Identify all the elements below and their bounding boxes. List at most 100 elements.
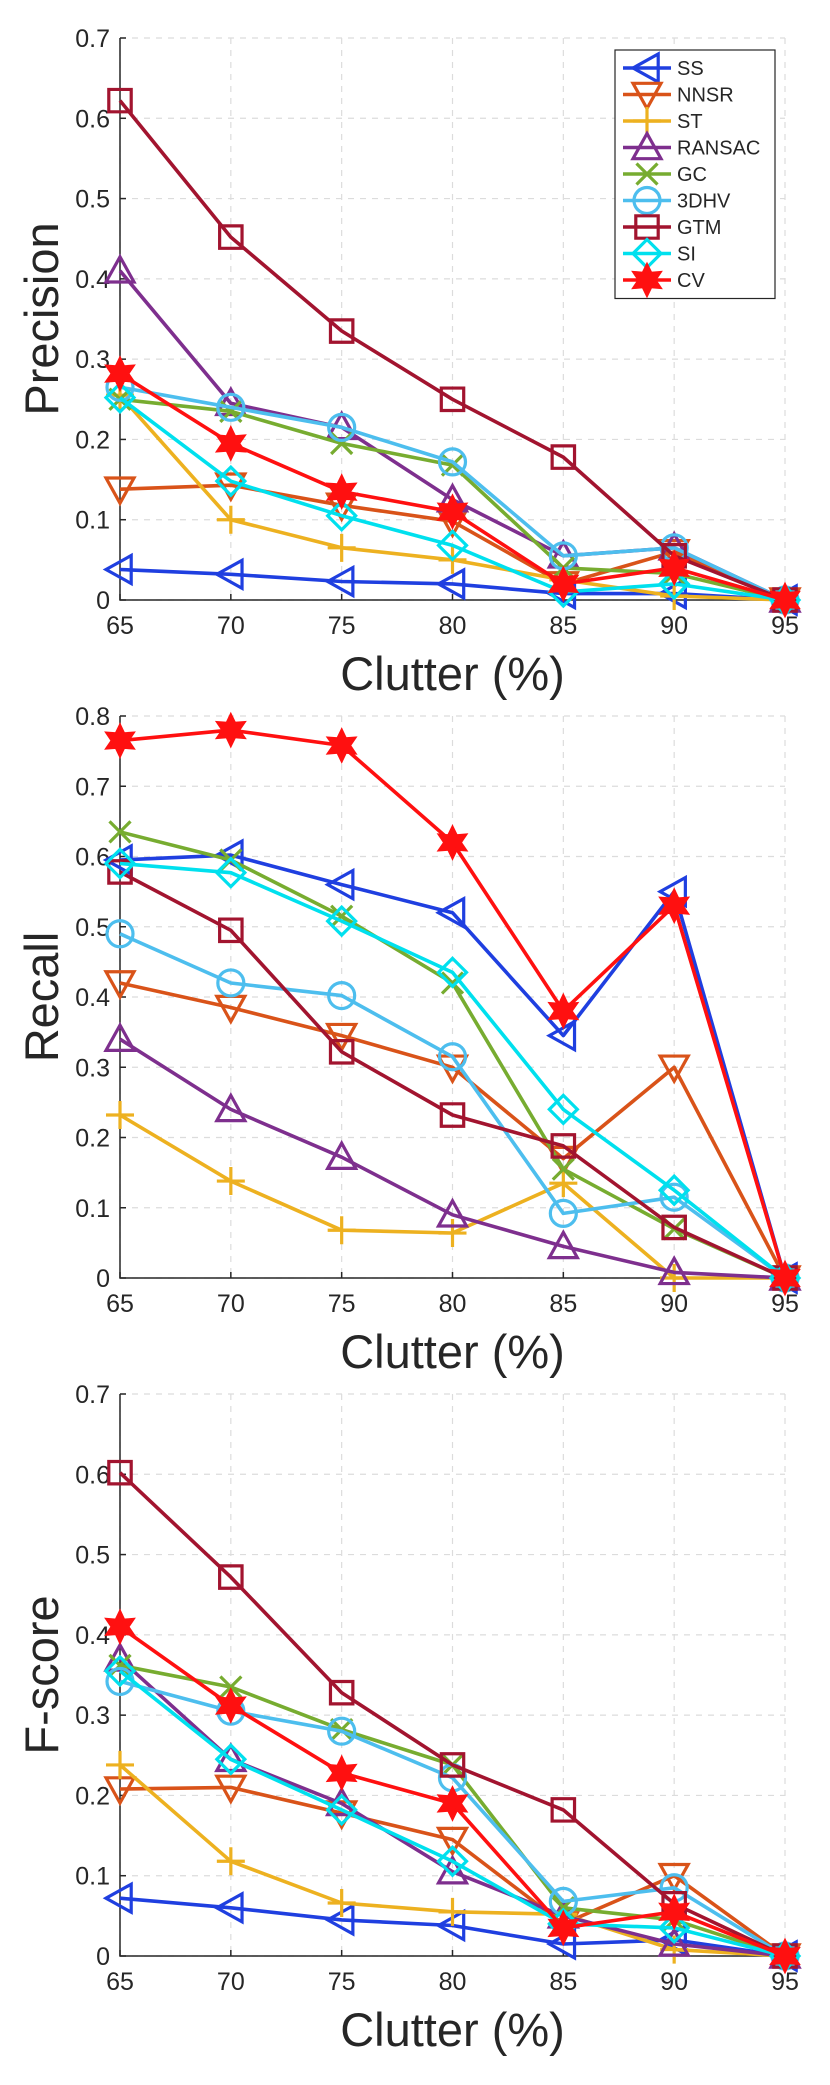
data-point-ransac	[103, 1021, 137, 1052]
f-score-panel: 65 70 75 80 85 90 9500.10.20.30.40.50.60.7Clut…	[15, 1381, 802, 2056]
series-cv	[104, 355, 801, 619]
legend-entry-gtm: GTM	[623, 214, 721, 240]
series-line-3dhv	[119, 385, 786, 602]
data-point-gtm	[328, 1679, 355, 1706]
data-point-ransac	[214, 1092, 248, 1123]
legend-marker-nnsr	[630, 81, 664, 112]
data-point-ss	[546, 1018, 577, 1053]
x-tick-label: 80	[439, 1290, 467, 1318]
y-tick-label: 0	[96, 587, 110, 615]
data-point-gtm	[107, 87, 133, 114]
y-tick-label: 0.5	[75, 1542, 110, 1570]
legend-entry-si: SI	[623, 237, 696, 270]
data-point-gtm	[218, 1564, 244, 1590]
data-point-gtm	[439, 1102, 466, 1128]
data-point-cv	[547, 565, 580, 603]
data-point-gtm	[328, 1038, 355, 1065]
x-tick-label: 70	[217, 612, 245, 640]
y-tick-label: 0.5	[75, 186, 110, 214]
data-point-gc	[108, 820, 132, 844]
data-point-cv	[325, 473, 358, 510]
x-tick-label: 90	[660, 612, 688, 640]
data-point-st	[106, 1750, 134, 1779]
data-point-ransac	[435, 1197, 470, 1228]
data-point-gtm	[107, 859, 133, 885]
data-point-3dhv	[105, 919, 135, 949]
y-axis-label: Recall	[15, 932, 68, 1063]
data-point-gtm	[550, 444, 577, 470]
data-point-ransac	[214, 386, 248, 417]
series-st	[106, 1101, 799, 1292]
y-tick-label: 0.6	[75, 105, 110, 133]
data-point-cv	[436, 824, 469, 861]
y-tick-label: 0.3	[75, 1702, 110, 1730]
series-cv	[104, 1608, 801, 1975]
legend-marker-ransac	[630, 130, 664, 161]
data-point-cv	[104, 355, 136, 393]
y-tick-label: 0.4	[75, 266, 110, 294]
legend-label: RANSAC	[677, 138, 760, 160]
data-point-cv	[104, 722, 136, 760]
data-point-3dhv	[216, 968, 246, 998]
data-point-cv	[658, 1893, 691, 1931]
x-axis-label: Clutter (%)	[340, 2003, 565, 2056]
data-point-st	[106, 1101, 134, 1130]
data-point-st	[549, 1169, 578, 1198]
legend: SS NNSR ST RANSAC GC 3DHV GTM SI CV	[614, 49, 776, 300]
data-point-gtm	[550, 1797, 577, 1823]
x-tick-label: 80	[439, 1968, 467, 1996]
legend-marker-ss	[629, 51, 660, 85]
x-tick-label: 70	[217, 1968, 245, 1996]
legend-entry-nnsr: NNSR	[623, 81, 734, 112]
data-point-ss	[435, 567, 466, 601]
data-point-si	[103, 381, 137, 414]
data-point-st	[216, 505, 245, 534]
data-point-ss	[324, 867, 355, 902]
y-tick-label: 0.6	[75, 844, 110, 872]
y-tick-label: 0.8	[75, 703, 110, 731]
data-point-si	[214, 856, 248, 889]
data-point-3dhv	[327, 412, 357, 442]
data-point-si	[103, 847, 137, 880]
legend-entry-gc: GC	[623, 162, 707, 186]
data-point-3dhv	[437, 1042, 468, 1072]
y-tick-label: 0.6	[75, 1461, 110, 1489]
legend-entry-st: ST	[623, 107, 703, 135]
data-point-ss	[102, 552, 133, 587]
legend-label: GC	[677, 164, 707, 186]
data-point-st	[327, 1889, 356, 1918]
data-point-gtm	[439, 386, 466, 413]
x-tick-label: 85	[549, 1290, 577, 1318]
series-line-gtm	[119, 870, 786, 1280]
data-point-cv	[769, 1259, 801, 1297]
legend-label: GTM	[677, 217, 721, 239]
y-axis-label: F-score	[15, 1595, 68, 1754]
x-tick-label: 85	[549, 612, 577, 640]
x-axis-label: Clutter (%)	[340, 1325, 565, 1378]
y-tick-label: 0.2	[75, 426, 110, 454]
data-point-gtm	[328, 318, 355, 344]
data-point-nnsr	[657, 1054, 691, 1085]
data-point-cv	[436, 493, 469, 531]
data-point-st	[216, 1847, 245, 1876]
y-tick-label: 0.7	[75, 25, 110, 53]
data-point-nnsr	[435, 1826, 470, 1857]
y-tick-label: 0.2	[75, 1782, 110, 1810]
x-tick-label: 90	[660, 1968, 688, 1996]
data-point-nnsr	[657, 539, 691, 570]
legend-entry-ransac: RANSAC	[623, 130, 760, 161]
data-point-si	[436, 529, 469, 562]
data-point-cv	[436, 1785, 469, 1822]
data-point-cv	[214, 424, 247, 462]
data-point-nnsr	[324, 1022, 359, 1053]
data-point-ss	[102, 1881, 133, 1915]
series-line-3dhv	[119, 932, 787, 1280]
data-point-3dhv	[659, 1182, 689, 1212]
data-point-ransac	[103, 253, 137, 284]
y-tick-label: 0.5	[75, 914, 110, 942]
data-point-si	[325, 904, 358, 938]
data-point-si	[436, 1844, 469, 1878]
data-point-cv	[214, 1687, 247, 1724]
data-point-ransac	[657, 1926, 691, 1957]
data-point-cv	[658, 887, 691, 925]
